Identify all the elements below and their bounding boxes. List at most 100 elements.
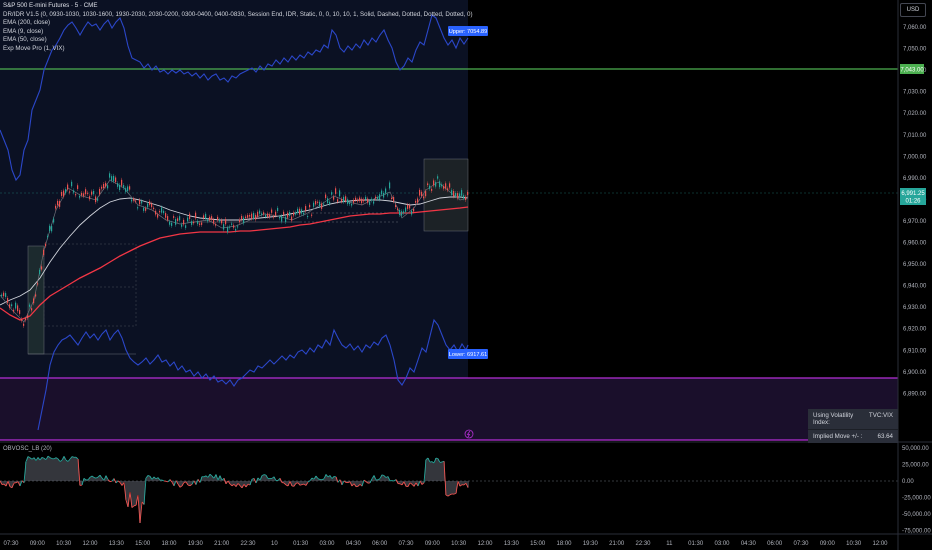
osc-line-segment — [217, 475, 221, 481]
oscillator-title[interactable]: OBVOSC_LB (20) — [3, 446, 52, 452]
osc-line-segment — [7, 481, 11, 487]
osc-line-segment — [143, 478, 147, 505]
vix-label: Using Volatility Index: — [813, 412, 854, 426]
osc-line-segment — [175, 480, 179, 485]
candle-body — [331, 192, 333, 195]
lower-label-box — [448, 349, 488, 359]
osc-line-segment — [65, 459, 69, 462]
osc-axis[interactable]: 50,000.00 25,000.00 0.00 -25,000.00 -50,000.… — [902, 446, 931, 535]
time-tick-label: 15:00 — [135, 541, 151, 547]
candle-body — [237, 226, 239, 228]
osc-line-segment — [373, 475, 377, 481]
candle-body — [147, 203, 149, 208]
time-tick-label: 21:00 — [609, 541, 625, 547]
candle-body — [181, 224, 183, 227]
osc-line-segment — [243, 483, 247, 488]
osc-line-segment — [453, 492, 457, 495]
time-axis[interactable]: 07:30 09:00 10:30 12:00 13:30 15:00 18:00 19:30… — [3, 541, 888, 547]
candle-body — [403, 211, 405, 214]
indicator-ema-200[interactable]: EMA (200, close) — [3, 19, 51, 26]
symbol-title[interactable]: S&P 500 E-mini Futures · 5 · CME — [3, 2, 98, 9]
osc-line-segment — [67, 458, 71, 462]
osc-line-segment — [353, 483, 357, 487]
candle-body — [209, 216, 211, 221]
price-tick-label: 7,000.00 — [903, 154, 927, 160]
osc-line-segment — [133, 504, 137, 507]
candle-body — [167, 216, 169, 221]
candle-body — [41, 266, 43, 270]
ema-200-line — [0, 206, 469, 321]
candle-body — [329, 201, 331, 204]
candle-body — [303, 212, 305, 215]
osc-line-segment — [37, 457, 41, 461]
osc-line-segment — [103, 475, 107, 481]
price-tick-label: 7,030.00 — [903, 90, 927, 96]
idr-box-1 — [43, 243, 137, 327]
candle-body — [151, 203, 153, 208]
time-tick-label: 09:00 — [820, 541, 836, 547]
osc-line-segment — [447, 494, 451, 497]
osc-line-segment — [421, 482, 425, 485]
osc-line-segment — [69, 456, 73, 460]
time-tick-label: 15:00 — [530, 541, 546, 547]
osc-line-segment — [263, 474, 267, 476]
time-tick-label: 19:30 — [583, 541, 599, 547]
candle-body — [445, 183, 447, 189]
osc-line-segment — [331, 476, 335, 479]
osc-line-segment — [59, 459, 63, 462]
osc-line-segment — [185, 481, 189, 486]
time-tick-label: 07:30 — [793, 541, 809, 547]
candle-body — [315, 201, 317, 205]
candle-body — [267, 213, 269, 217]
candle-body — [415, 200, 417, 203]
candle-body — [127, 186, 129, 192]
osc-line-segment — [403, 481, 407, 487]
osc-line-segment — [39, 457, 43, 461]
lightning-icon[interactable] — [464, 429, 474, 439]
candle-body — [309, 204, 311, 208]
candle-body — [277, 207, 279, 212]
indicator-ema-9[interactable]: EMA (9, close) — [3, 27, 44, 35]
osc-line-segment — [0, 480, 3, 485]
candle-body — [149, 201, 151, 205]
candle-body — [465, 196, 467, 200]
candle-body — [407, 204, 409, 209]
candle-body — [349, 202, 351, 205]
osc-line-segment — [443, 461, 447, 496]
price-tick-label: 6,960.00 — [903, 241, 927, 247]
osc-line-segment — [71, 456, 75, 458]
time-tick-label: 19:30 — [188, 541, 204, 547]
candle-body — [463, 195, 465, 199]
candle-body — [293, 212, 295, 216]
candle-body — [387, 194, 389, 196]
osc-line-segment — [277, 478, 281, 481]
candle-body — [269, 214, 271, 218]
price-tick-label: 6,890.00 — [903, 391, 927, 397]
indicator-dr-idr[interactable]: DR/IDR V1.5 (0, 0930-1030, 1030-1600, 19… — [3, 10, 473, 18]
time-tick-label: 06:00 — [767, 541, 783, 547]
osc-line-segment — [151, 476, 155, 480]
osc-line-segment — [365, 481, 369, 484]
indicator-ema-50[interactable]: EMA (50, close) — [3, 36, 47, 43]
candle-body — [401, 211, 403, 216]
time-tick-label: 09:00 — [30, 541, 46, 547]
osc-line-segment — [167, 479, 171, 483]
osc-line-segment — [459, 484, 463, 487]
candle-body — [363, 199, 365, 202]
osc-line-segment — [299, 484, 303, 486]
price-axis[interactable]: 7,060.007,050.007,040.007,030.007,020.00… — [903, 25, 927, 397]
osc-line-segment — [219, 475, 223, 481]
osc-line-segment — [101, 477, 105, 481]
candle-body — [411, 210, 413, 215]
osc-line-segment — [45, 455, 49, 460]
candle-body — [259, 210, 261, 214]
candle-body — [53, 218, 55, 223]
osc-line-segment — [155, 477, 159, 480]
indicator-exp-move[interactable]: Exp Move Pro (1, VIX) — [3, 44, 65, 52]
osc-line-segment — [123, 482, 127, 500]
candle-body — [353, 199, 355, 203]
currency-button[interactable]: USD — [900, 3, 926, 17]
candle-body — [157, 214, 159, 218]
oscillator-layer — [0, 455, 469, 524]
